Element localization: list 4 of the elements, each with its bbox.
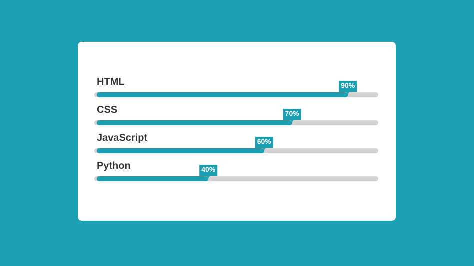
y-tick-label: HTML [97, 77, 125, 88]
y-tick-label: JavaScript [97, 133, 148, 144]
y-tick-label: CSS [97, 105, 118, 116]
y-tick-label: Python [97, 161, 131, 172]
